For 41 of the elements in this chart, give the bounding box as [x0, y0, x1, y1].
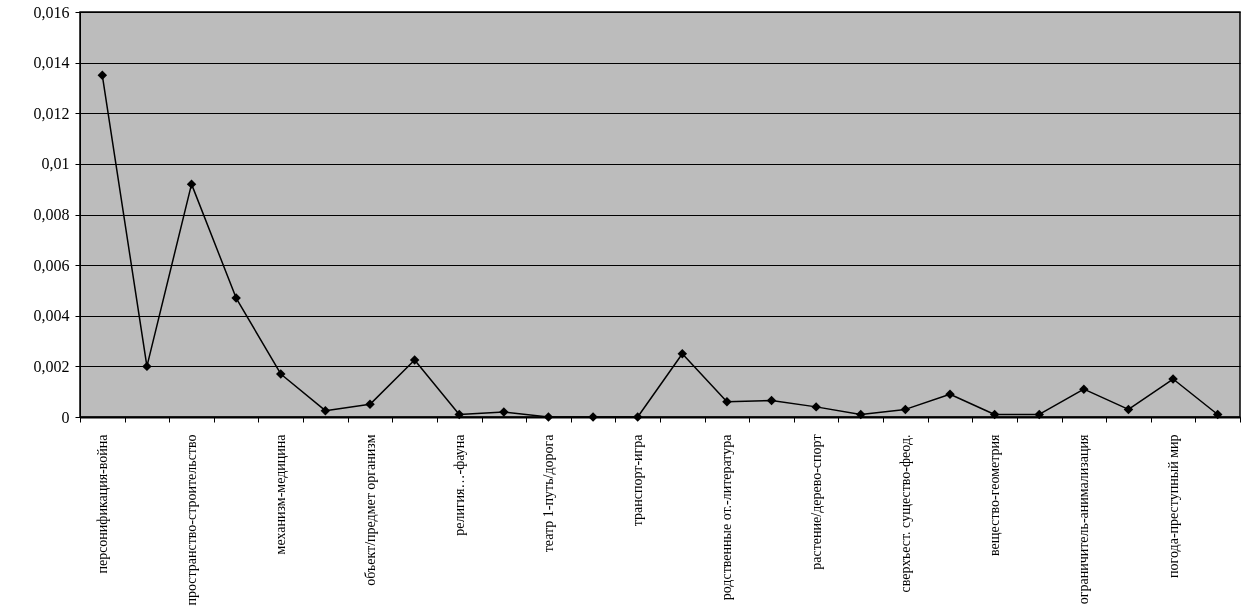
y-tick-label: 0,01 — [41, 155, 70, 173]
x-tick-label: театр 1-путь/дорога — [540, 433, 556, 553]
point — [900, 404, 911, 415]
point — [766, 395, 777, 406]
point — [97, 70, 108, 81]
x-tick-label: религия…-фауна — [451, 433, 467, 536]
x-tick-label: родственные от.-литература — [719, 433, 735, 601]
point — [811, 402, 821, 412]
point — [409, 355, 420, 365]
y-tick-label: 0,012 — [33, 104, 70, 122]
x-tick-label: механизм-медицина — [273, 433, 289, 555]
x-tick-label: персонификация-война — [94, 433, 110, 574]
point — [142, 361, 152, 372]
point — [1212, 409, 1223, 420]
point — [722, 397, 732, 407]
x-tick-label: пространство-строительство — [184, 434, 200, 606]
x-tick-label: вещество-геометрия — [987, 433, 1003, 556]
y-tick-label: 0,002 — [33, 357, 70, 375]
x-tick-label: транспорт-игра — [630, 433, 646, 527]
y-tick-label: 0,016 — [33, 3, 70, 21]
y-tick-label: 0,014 — [33, 54, 70, 72]
point — [1034, 409, 1044, 420]
x-tick-label: растение/дерево-спорт — [808, 434, 824, 570]
point — [320, 405, 331, 416]
y-tick-label: 0,006 — [33, 256, 70, 274]
point — [1079, 384, 1089, 394]
x-tick-label: погода-преступный мир — [1165, 434, 1181, 578]
y-tick-label: 0,004 — [33, 307, 70, 325]
point — [186, 179, 197, 189]
point — [365, 399, 375, 410]
point — [276, 369, 286, 379]
point — [989, 409, 1000, 420]
point — [454, 409, 464, 420]
point — [677, 348, 688, 359]
y-tick-label: 0 — [61, 408, 70, 426]
x-tick-label: сверхъест. существо-феод. — [897, 434, 913, 593]
point — [1123, 404, 1134, 415]
y-tick-label: 0,008 — [33, 206, 70, 223]
point — [856, 409, 866, 420]
x-tick-label: объект/предмет организм — [362, 434, 378, 586]
x-tick-label: ограничитель-анимализация — [1076, 433, 1092, 605]
